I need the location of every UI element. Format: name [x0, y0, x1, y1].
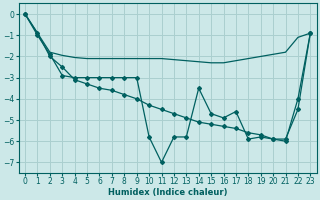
X-axis label: Humidex (Indice chaleur): Humidex (Indice chaleur): [108, 188, 228, 197]
